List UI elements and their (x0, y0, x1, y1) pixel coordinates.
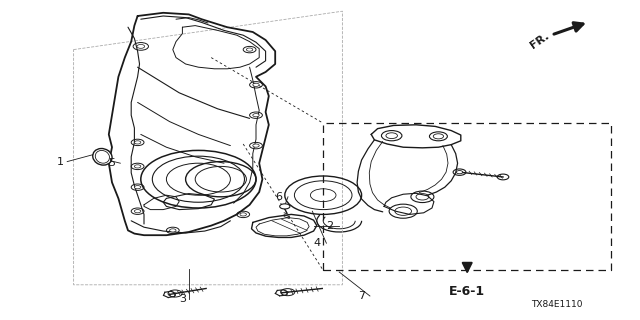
Text: 7: 7 (358, 291, 365, 301)
Text: 4: 4 (313, 238, 321, 248)
Circle shape (134, 210, 141, 213)
Circle shape (134, 186, 141, 189)
Ellipse shape (93, 148, 112, 165)
Circle shape (246, 48, 253, 51)
Circle shape (456, 171, 463, 174)
Circle shape (134, 165, 141, 168)
Circle shape (280, 204, 290, 209)
Text: TX84E1110: TX84E1110 (531, 300, 582, 309)
Circle shape (253, 144, 259, 147)
Text: E-6-1: E-6-1 (449, 285, 485, 298)
Circle shape (240, 213, 246, 216)
Text: 2: 2 (326, 220, 333, 231)
Text: 1: 1 (58, 156, 64, 167)
Text: FR.: FR. (528, 30, 550, 50)
Text: 3: 3 (179, 294, 186, 304)
Circle shape (253, 114, 259, 117)
Circle shape (134, 141, 141, 144)
Circle shape (253, 83, 259, 86)
Circle shape (170, 229, 176, 232)
Ellipse shape (95, 150, 109, 163)
Text: 6: 6 (275, 192, 282, 202)
Text: 5: 5 (109, 158, 115, 168)
Circle shape (137, 44, 145, 48)
